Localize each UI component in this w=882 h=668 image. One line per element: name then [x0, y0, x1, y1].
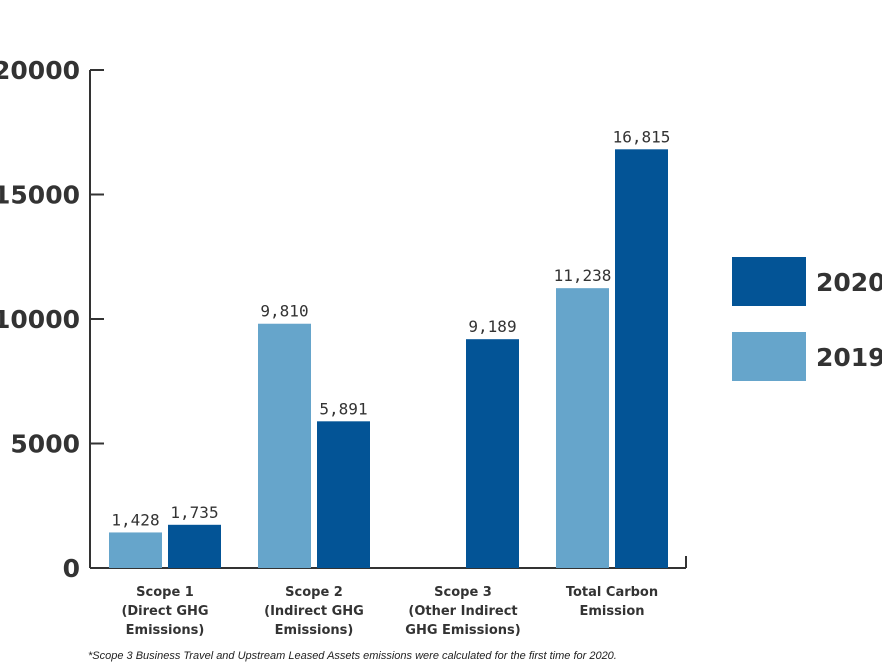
- bar-2020-0: [168, 524, 221, 568]
- legend-swatch-2020: [732, 257, 806, 306]
- legend-label-2019: 2019: [816, 343, 882, 372]
- data-label-2020-2: 9,189: [468, 317, 516, 336]
- bar-2020-2: [466, 339, 519, 568]
- data-label-2020-1: 5,891: [319, 399, 367, 418]
- data-label-2020-0: 1,735: [170, 503, 218, 522]
- y-tick-label: 5000: [10, 430, 80, 459]
- data-label-2019-0: 1,428: [111, 510, 159, 529]
- footnote: *Scope 3 Business Travel and Upstream Le…: [88, 650, 617, 662]
- legend-label-2020: 2020: [816, 268, 882, 297]
- bar-2019-3: [556, 288, 609, 568]
- data-label-2019-1: 9,810: [260, 302, 308, 321]
- category-label-line: Total Carbon: [566, 585, 658, 600]
- category-label-line: Emissions): [275, 623, 354, 638]
- category-label-line: (Other Indirect: [408, 604, 517, 619]
- data-label-2019-3: 11,238: [554, 266, 612, 285]
- category-label-line: Emission: [580, 604, 645, 619]
- category-label-line: Emissions): [126, 623, 205, 638]
- legend-swatch-2019: [732, 332, 806, 381]
- category-label-line: Scope 3: [434, 585, 492, 600]
- bar-2020-1: [317, 421, 370, 568]
- bars: [109, 149, 668, 568]
- legend: 2020 2019: [732, 257, 882, 381]
- y-tick-label: 10000: [0, 305, 80, 334]
- data-labels: 1,428 9,810 11,238 1,735 5,891 9,189 16,815: [111, 127, 670, 529]
- category-label-line: (Indirect GHG: [264, 604, 364, 619]
- y-tick-label: 20000: [0, 56, 80, 85]
- bar-2020-3: [615, 149, 668, 568]
- category-label-line: GHG Emissions): [405, 623, 520, 638]
- category-labels: Scope 1 (Direct GHG Emissions) Scope 2 (Indi…: [121, 585, 658, 638]
- bar-2019-0: [109, 532, 162, 568]
- category-label-line: (Direct GHG: [121, 604, 208, 619]
- category-label-line: Scope 1: [136, 585, 194, 600]
- data-label-2020-3: 16,815: [613, 127, 671, 146]
- y-axis: 0 5000 10000 15000 20000: [0, 56, 104, 583]
- bar-2019-1: [258, 323, 311, 568]
- category-label-line: Scope 2: [285, 585, 343, 600]
- y-tick-label: 0: [63, 554, 80, 583]
- y-tick-label: 15000: [0, 181, 80, 210]
